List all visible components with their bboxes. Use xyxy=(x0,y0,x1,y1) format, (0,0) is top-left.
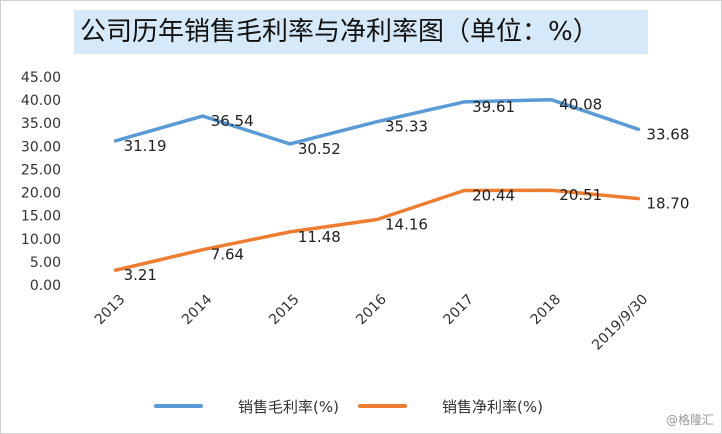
x-tick-label: 2017 xyxy=(440,292,477,329)
legend-label-1: 销售毛利率(%) xyxy=(238,398,339,416)
y-tick-label: 35.00 xyxy=(21,116,61,132)
y-tick-label: 40.00 xyxy=(21,93,61,109)
y-tick-label: 10.00 xyxy=(21,232,61,248)
y-tick-label: 20.00 xyxy=(21,186,61,202)
series-line-2 xyxy=(113,188,641,272)
data-label-series-1: 40.08 xyxy=(559,96,602,114)
x-tick-label: 2018 xyxy=(528,292,565,329)
title-background xyxy=(74,10,648,54)
watermark: @格隆汇 xyxy=(665,413,714,427)
y-tick-label: 25.00 xyxy=(21,162,61,178)
data-label-series-2: 3.21 xyxy=(124,266,157,284)
x-tick-label: 2014 xyxy=(179,291,216,328)
y-tick-label: 15.00 xyxy=(21,209,61,225)
data-label-series-1: 35.33 xyxy=(385,118,428,136)
data-label-series-1: 33.68 xyxy=(646,125,689,143)
legend-label-2: 销售净利率(%) xyxy=(442,398,543,416)
x-tick-label: 2016 xyxy=(353,291,390,328)
x-tick-label: 2015 xyxy=(266,292,303,329)
data-label-series-2: 7.64 xyxy=(211,246,244,264)
data-label-series-1: 31.19 xyxy=(124,137,167,155)
data-label-series-1: 30.52 xyxy=(298,140,341,158)
y-tick-label: 0.00 xyxy=(30,278,61,294)
data-label-series-2: 11.48 xyxy=(298,228,341,246)
legend: 销售毛利率(%) 销售净利率(%) xyxy=(154,398,543,416)
series-layer xyxy=(113,97,641,272)
data-label-series-2: 14.16 xyxy=(385,216,428,234)
y-tick-label: 5.00 xyxy=(30,255,61,271)
x-tick-label: 2019/9/30 xyxy=(589,292,651,354)
data-label-series-1: 39.61 xyxy=(472,98,515,116)
x-axis: 2013 2014 2015 2016 2017 2018 2019/9/30 xyxy=(92,291,651,353)
data-label-series-1: 36.54 xyxy=(211,112,254,130)
data-labels: 31.19 36.54 30.52 35.33 39.61 40.08 33.68 3.21 7… xyxy=(124,96,690,284)
data-label-series-2: 18.70 xyxy=(646,195,689,213)
y-tick-label: 45.00 xyxy=(21,70,61,86)
y-axis: 0.00 5.00 10.00 15.00 20.00 25.00 30.00 35.00 40… xyxy=(21,70,61,294)
data-label-series-2: 20.44 xyxy=(472,187,515,205)
series-line-1 xyxy=(113,97,641,146)
x-tick-label: 2013 xyxy=(92,292,129,329)
data-label-series-2: 20.51 xyxy=(559,186,602,204)
y-tick-label: 30.00 xyxy=(21,139,61,155)
chart-title: 公司历年销售毛利率与净利率图（单位：%） xyxy=(80,17,599,47)
